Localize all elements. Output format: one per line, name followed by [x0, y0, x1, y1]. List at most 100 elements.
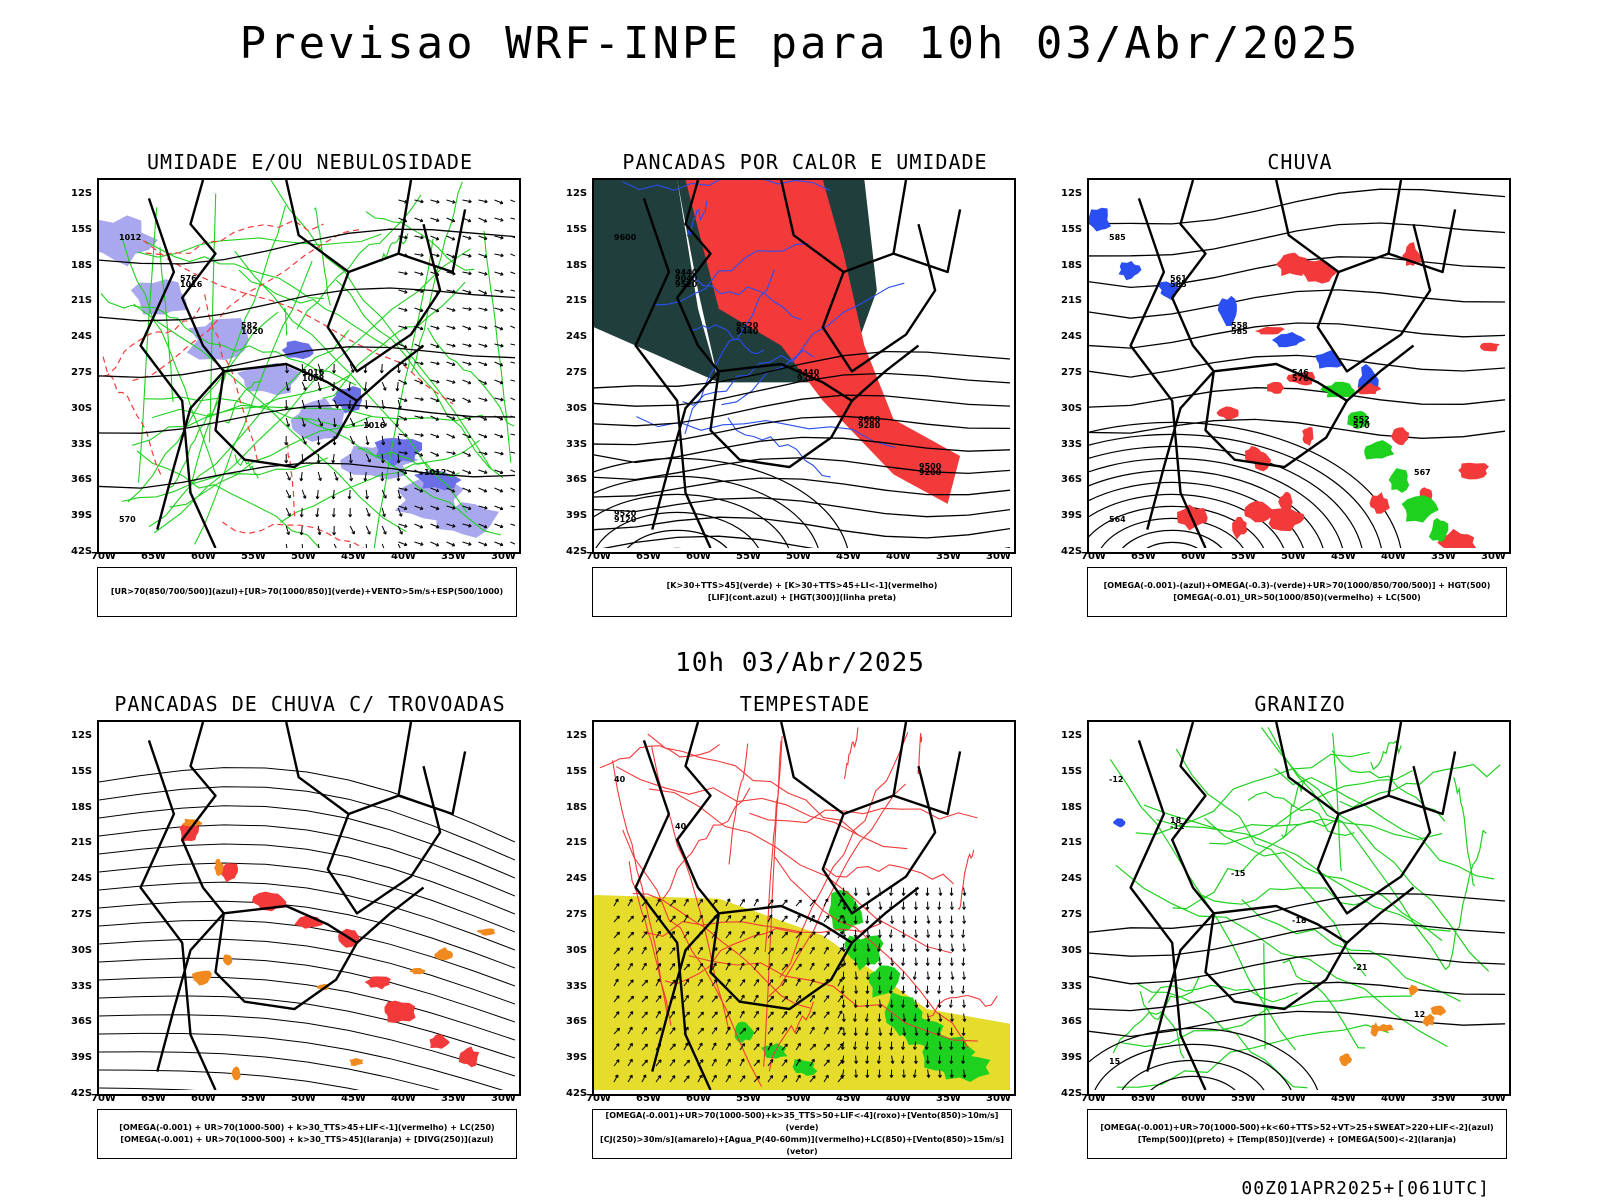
wind-vector — [855, 985, 857, 994]
wind-vector — [641, 1011, 648, 1019]
wind-vector-head — [686, 1011, 690, 1016]
map-panel: PANCADAS DE CHUVA C/ TROVOADAS 12S 15S 18S 2… — [71, 692, 545, 1172]
humidity-contour — [225, 370, 265, 424]
wind-vector-head — [629, 1042, 633, 1047]
wind-vector-head — [926, 934, 931, 938]
humidity-contour — [280, 440, 480, 523]
temp850-contour — [1247, 791, 1355, 837]
rain-area — [1458, 462, 1490, 480]
humidity-contour — [168, 396, 222, 489]
wind-vector — [753, 1075, 760, 1083]
y-tick-label: 36S — [71, 474, 93, 486]
wind-vector — [348, 381, 351, 391]
wind-vector — [446, 451, 456, 455]
y-tick-label: 30S — [566, 944, 588, 956]
rain-area — [1437, 528, 1477, 548]
wind-vector — [697, 995, 704, 1003]
wind-vector-head — [657, 995, 662, 999]
country-border — [634, 740, 712, 1090]
wind-vector-head — [404, 325, 408, 330]
thickness-contour — [221, 521, 365, 548]
rain-area — [1357, 383, 1382, 395]
map-canvas: 9600952094409360928092009120904095209440… — [594, 180, 1010, 548]
wind-vector-head — [913, 1060, 918, 1064]
wind-vector-head — [784, 1043, 788, 1048]
wind-vector-head — [727, 1074, 731, 1079]
omega-area — [1370, 1022, 1380, 1037]
wind-vector — [613, 947, 620, 955]
wind-vector-head — [419, 488, 424, 493]
wind-vector-head — [901, 1074, 906, 1078]
wind-vector — [902, 1041, 905, 1050]
wind-vector — [414, 505, 424, 510]
wind-vector-head — [784, 931, 789, 936]
wind-vector-head — [783, 978, 787, 983]
wind-vector — [398, 415, 407, 421]
wind-vector-head — [420, 361, 424, 366]
y-tick-label: 39S — [71, 1052, 93, 1064]
wind-vector — [316, 507, 319, 517]
wind-vector — [478, 325, 488, 329]
wind-vector-head — [914, 892, 919, 896]
y-tick-label: 36S — [566, 1016, 588, 1028]
wind-vector — [951, 1013, 953, 1022]
wind-vector — [809, 1026, 815, 1035]
wind-vector — [669, 1075, 676, 1083]
y-tick-label: 24S — [566, 331, 588, 343]
wind-vector — [809, 1043, 816, 1051]
wind-vector — [879, 1027, 882, 1036]
water-contour — [688, 955, 978, 1042]
wind-vector-head — [467, 470, 472, 475]
wind-vector-head — [938, 1074, 942, 1078]
wind-vector-head — [838, 978, 843, 982]
panel-title: UMIDADE E/OU NEBULOSIDADE — [146, 150, 474, 174]
contour-label: 1008 — [302, 374, 325, 383]
wind-vector-head — [419, 308, 424, 313]
wind-vector — [669, 1059, 676, 1067]
x-tick-label: 30W — [986, 551, 1011, 562]
wind-vector-head — [467, 399, 472, 403]
wind-vector — [494, 469, 504, 474]
storm-area-moderate — [191, 970, 212, 986]
wind-vector — [683, 995, 689, 1003]
wind-vector — [891, 915, 893, 924]
wind-vector — [683, 1059, 690, 1067]
wind-vector-head — [890, 962, 895, 966]
wind-vector-head — [468, 253, 472, 258]
isoline — [1089, 481, 1304, 548]
wind-vector-head — [925, 892, 930, 896]
wind-vector-head — [926, 920, 931, 924]
wind-vector-head — [404, 487, 408, 492]
wind-vector — [478, 505, 488, 509]
x-tick-label: 30W — [986, 1093, 1011, 1104]
y-tick-label: 33S — [71, 980, 93, 992]
wind-vector — [841, 1055, 845, 1064]
wind-vector-head — [404, 235, 408, 240]
wind-vector-head — [380, 460, 385, 464]
wind-vector-head — [756, 1075, 761, 1080]
wind-vector-head — [769, 1074, 774, 1079]
wind-vector-head — [926, 976, 931, 980]
wind-vector-head — [435, 506, 440, 511]
wind-vector — [795, 914, 801, 923]
x-tick-label: 60W — [191, 1093, 216, 1104]
wind-vector — [855, 971, 858, 980]
wind-vector — [462, 523, 472, 527]
wind-vector — [317, 543, 320, 548]
wind-vector-head — [901, 962, 906, 966]
wind-vector-head — [420, 253, 424, 258]
wind-vector-head — [852, 948, 857, 952]
wind-vector-head — [468, 542, 472, 546]
wind-vector — [927, 929, 929, 938]
wind-vector — [669, 979, 676, 987]
wind-vector-head — [484, 398, 488, 402]
contour-label: 9440 — [736, 327, 759, 336]
contour-label: 570 — [1353, 421, 1370, 430]
map-canvas: 40 40 — [594, 722, 1010, 1090]
wind-vector-head — [332, 424, 337, 428]
wind-vector — [781, 1075, 787, 1083]
wind-vector — [430, 325, 440, 330]
wind-vector — [398, 217, 407, 223]
wind-vector-head — [912, 1046, 917, 1050]
wind-vector-head — [484, 325, 488, 330]
